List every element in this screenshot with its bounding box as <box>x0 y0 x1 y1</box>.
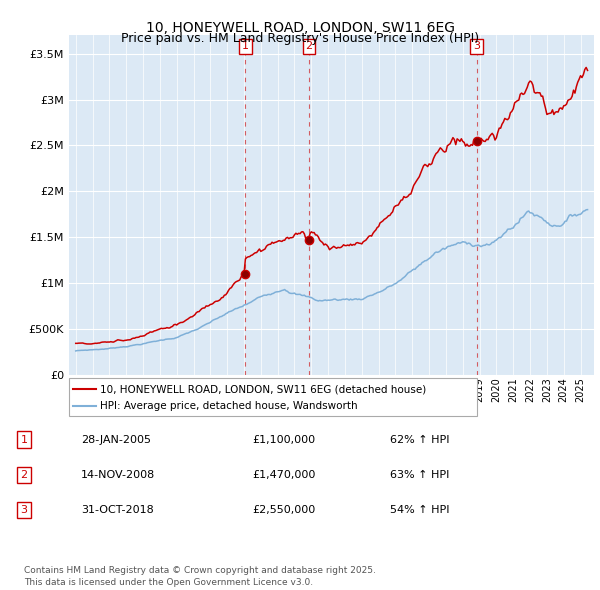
Text: 3: 3 <box>473 41 480 51</box>
Text: 62% ↑ HPI: 62% ↑ HPI <box>390 435 449 444</box>
Text: 3: 3 <box>20 506 28 515</box>
Text: 54% ↑ HPI: 54% ↑ HPI <box>390 506 449 515</box>
Text: HPI: Average price, detached house, Wandsworth: HPI: Average price, detached house, Wand… <box>100 401 357 411</box>
Text: Contains HM Land Registry data © Crown copyright and database right 2025.
This d: Contains HM Land Registry data © Crown c… <box>24 566 376 587</box>
Text: 28-JAN-2005: 28-JAN-2005 <box>81 435 151 444</box>
Text: 1: 1 <box>20 435 28 444</box>
Text: 31-OCT-2018: 31-OCT-2018 <box>81 506 154 515</box>
Text: Price paid vs. HM Land Registry's House Price Index (HPI): Price paid vs. HM Land Registry's House … <box>121 32 479 45</box>
Text: 2: 2 <box>305 41 313 51</box>
Text: 2: 2 <box>20 470 28 480</box>
Text: £2,550,000: £2,550,000 <box>252 506 315 515</box>
FancyBboxPatch shape <box>69 378 477 416</box>
Text: 14-NOV-2008: 14-NOV-2008 <box>81 470 155 480</box>
Text: 1: 1 <box>242 41 249 51</box>
Text: £1,100,000: £1,100,000 <box>252 435 315 444</box>
Text: 63% ↑ HPI: 63% ↑ HPI <box>390 470 449 480</box>
Text: 10, HONEYWELL ROAD, LONDON, SW11 6EG: 10, HONEYWELL ROAD, LONDON, SW11 6EG <box>146 21 455 35</box>
Text: 10, HONEYWELL ROAD, LONDON, SW11 6EG (detached house): 10, HONEYWELL ROAD, LONDON, SW11 6EG (de… <box>100 384 426 394</box>
Text: £1,470,000: £1,470,000 <box>252 470 316 480</box>
